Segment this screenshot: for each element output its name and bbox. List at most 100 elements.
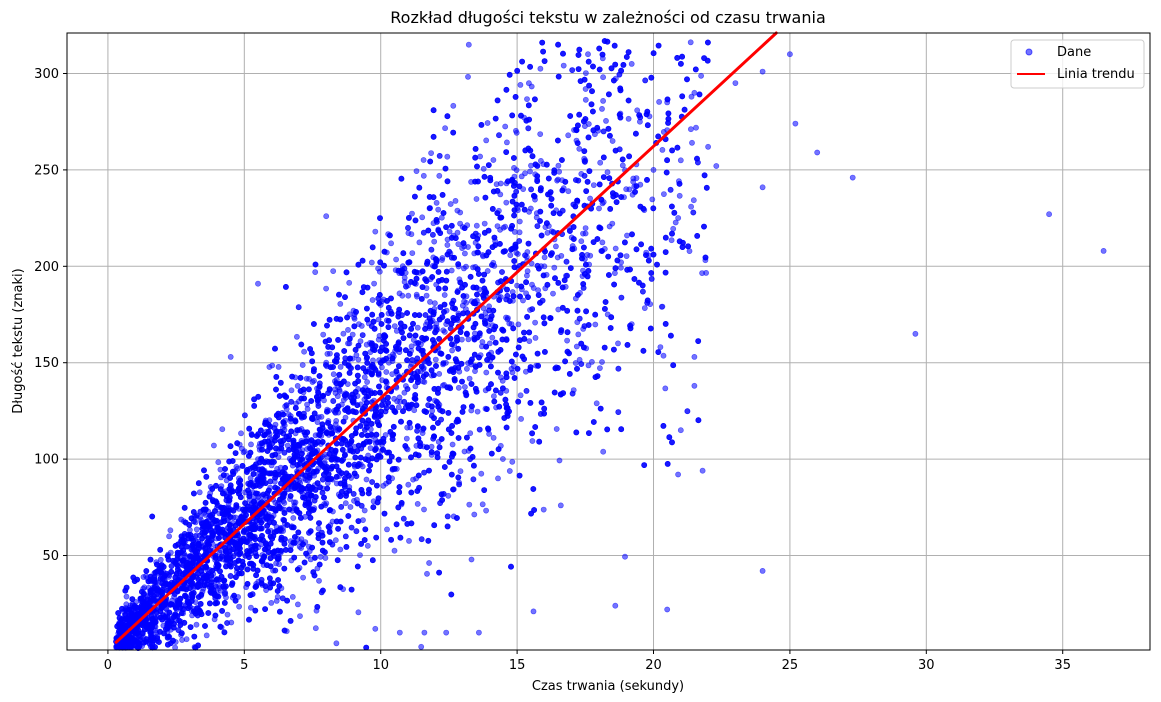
scatter-point <box>628 61 635 67</box>
scatter-point <box>401 389 408 396</box>
scatter-point <box>759 568 766 574</box>
scatter-point <box>449 347 455 354</box>
scatter-point <box>312 625 319 632</box>
scatter-point <box>435 206 442 213</box>
scatter-point <box>520 297 526 304</box>
scatter-point <box>248 441 254 448</box>
scatter-point <box>424 570 430 577</box>
scatter-point <box>560 62 567 69</box>
scatter-point <box>565 188 572 195</box>
scatter-point <box>618 264 624 271</box>
scatter-point <box>660 128 667 135</box>
scatter-point <box>699 467 706 474</box>
scatter-point <box>513 249 520 256</box>
scatter-point <box>506 468 513 474</box>
scatter-point <box>516 229 523 236</box>
scatter-point <box>630 178 637 185</box>
scatter-point <box>372 228 379 235</box>
scatter-point <box>641 305 648 311</box>
scatter-point <box>436 370 443 377</box>
scatter-point <box>298 536 305 542</box>
scatter-point <box>732 80 739 86</box>
scatter-point <box>444 242 451 248</box>
scatter-point <box>428 150 434 156</box>
scatter-point <box>355 609 362 616</box>
scatter-point <box>463 365 470 372</box>
scatter-point <box>484 120 491 126</box>
scatter-point <box>408 343 415 350</box>
scatter-point <box>612 245 619 252</box>
scatter-point <box>582 86 589 92</box>
scatter-point <box>357 552 363 558</box>
scatter-point <box>459 245 465 251</box>
scatter-point <box>172 644 178 651</box>
scatter-point <box>623 253 630 259</box>
scatter-point <box>461 448 468 455</box>
scatter-point <box>689 139 695 146</box>
scatter-point <box>475 629 482 636</box>
scatter-point <box>550 290 556 297</box>
scatter-point <box>624 232 630 239</box>
scatter-point <box>443 629 450 636</box>
scatter-point <box>375 265 381 272</box>
scatter-point <box>461 250 468 257</box>
scatter-point <box>431 300 438 307</box>
scatter-point <box>215 459 222 466</box>
scatter-point <box>463 263 469 270</box>
scatter-point <box>465 336 472 343</box>
scatter-point <box>416 239 423 246</box>
scatter-point <box>649 196 656 203</box>
scatter-point <box>441 292 448 298</box>
scatter-point <box>585 51 591 58</box>
scatter-point <box>481 220 488 227</box>
scatter-point <box>194 512 201 519</box>
scatter-point <box>421 629 428 636</box>
scatter-point <box>609 138 616 144</box>
scatter-point <box>333 640 340 647</box>
scatter-point <box>540 506 547 513</box>
scatter-point <box>528 260 535 267</box>
scatter-point <box>660 352 667 359</box>
scatter-point <box>458 336 465 343</box>
scatter-point <box>524 96 530 102</box>
scatter-point <box>759 68 766 75</box>
scatter-point <box>224 611 231 618</box>
scatter-point <box>247 604 254 611</box>
scatter-point <box>389 371 396 377</box>
scatter-point <box>311 377 317 384</box>
scatter-point <box>375 336 382 343</box>
scatter-point <box>499 456 506 462</box>
scatter-point <box>396 290 403 297</box>
scatter-point <box>452 197 459 204</box>
scatter-point <box>677 157 684 164</box>
scatter-point <box>516 218 523 225</box>
scatter-point <box>615 340 621 347</box>
scatter-point <box>480 165 487 172</box>
scatter-point <box>409 210 415 217</box>
scatter-point <box>337 300 344 307</box>
scatter-point <box>511 228 518 235</box>
scatter-point <box>597 365 603 371</box>
scatter-point <box>503 314 509 321</box>
scatter-point <box>657 344 664 350</box>
scatter-point <box>675 215 682 221</box>
scatter-point <box>196 489 203 496</box>
scatter-point <box>612 270 618 276</box>
scatter-point <box>509 369 516 376</box>
scatter-point <box>391 395 398 402</box>
scatter-point <box>330 371 337 378</box>
scatter-point <box>582 230 589 237</box>
scatter-point <box>600 74 606 81</box>
scatter-point <box>814 149 821 156</box>
scatter-point <box>582 225 589 231</box>
scatter-point <box>412 383 419 390</box>
scatter-point <box>585 362 592 369</box>
scatter-point <box>912 330 919 337</box>
scatter-point <box>489 334 496 341</box>
scatter-point <box>670 225 677 232</box>
scatter-point <box>457 220 463 227</box>
scatter-point <box>490 157 497 163</box>
scatter-point <box>396 629 403 636</box>
scatter-point <box>688 203 694 210</box>
scatter-point <box>713 163 720 169</box>
